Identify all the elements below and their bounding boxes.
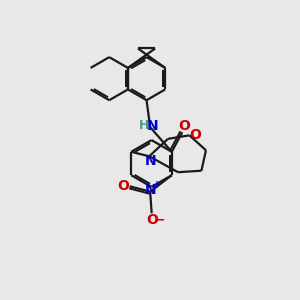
Text: N: N	[145, 154, 157, 168]
Text: H: H	[138, 119, 149, 132]
Text: N: N	[144, 183, 156, 197]
Text: O: O	[146, 213, 158, 227]
Text: +: +	[153, 180, 161, 190]
Text: O: O	[117, 179, 129, 193]
Text: O: O	[178, 119, 190, 133]
Text: −: −	[155, 213, 165, 226]
Text: N: N	[147, 119, 158, 133]
Text: O: O	[189, 128, 201, 142]
